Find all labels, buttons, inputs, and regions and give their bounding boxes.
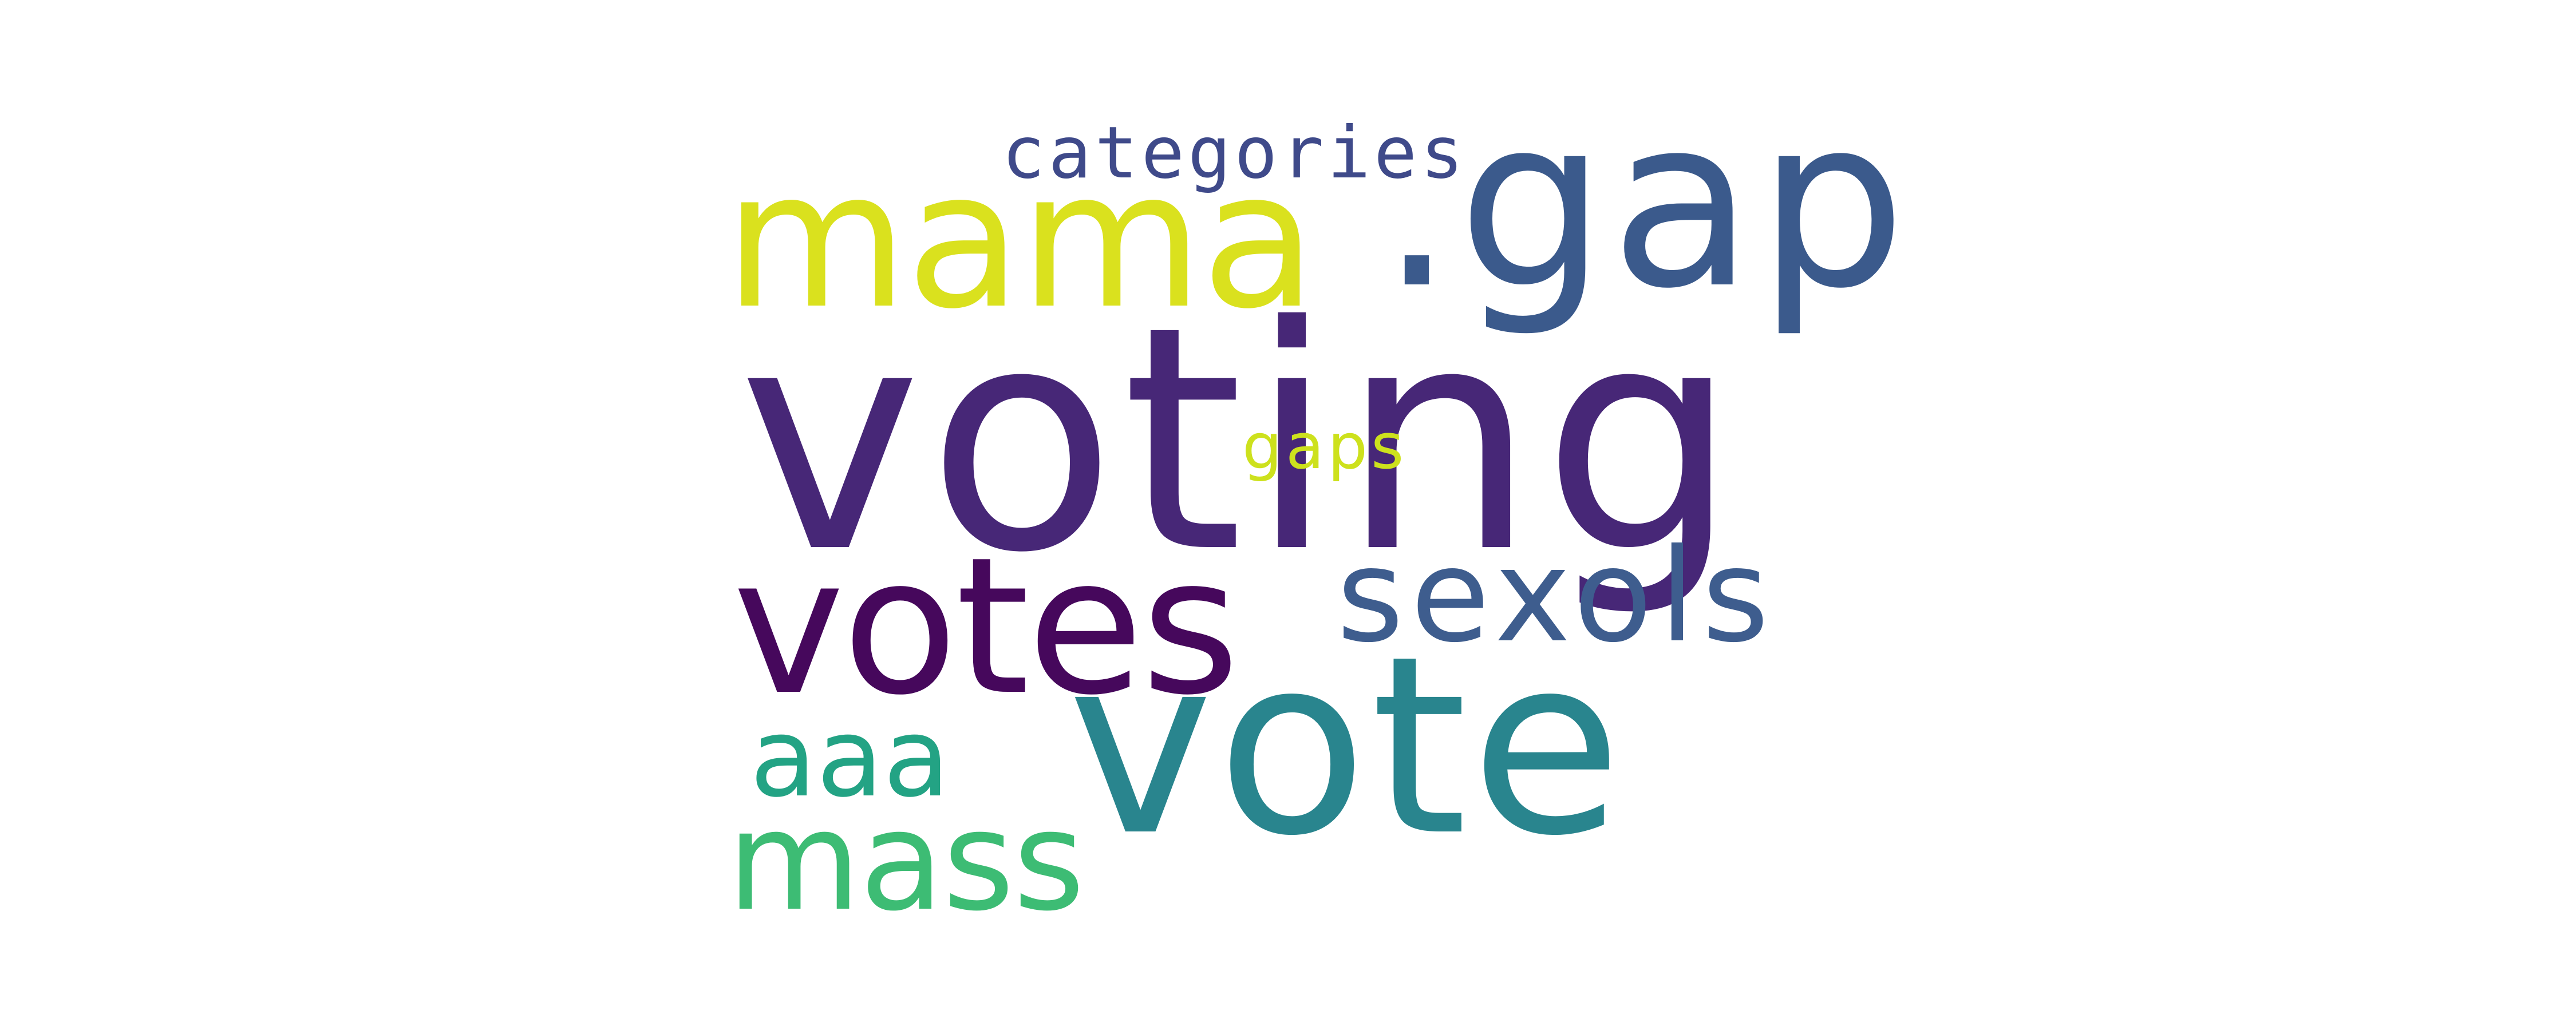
word-mama: mama (724, 130, 1317, 350)
word-aaa: aaa (750, 695, 950, 821)
word-categories: categories (1002, 112, 1467, 195)
word-votes: votes (733, 517, 1240, 736)
word-mass: mass (727, 781, 1085, 941)
word-vote: vote (1068, 604, 1626, 890)
word-voting: voting (738, 261, 1744, 620)
word-gaps: gaps (1242, 410, 1408, 483)
word-sexols: sexols (1337, 521, 1776, 671)
word-gap: .gap (1380, 66, 1910, 340)
